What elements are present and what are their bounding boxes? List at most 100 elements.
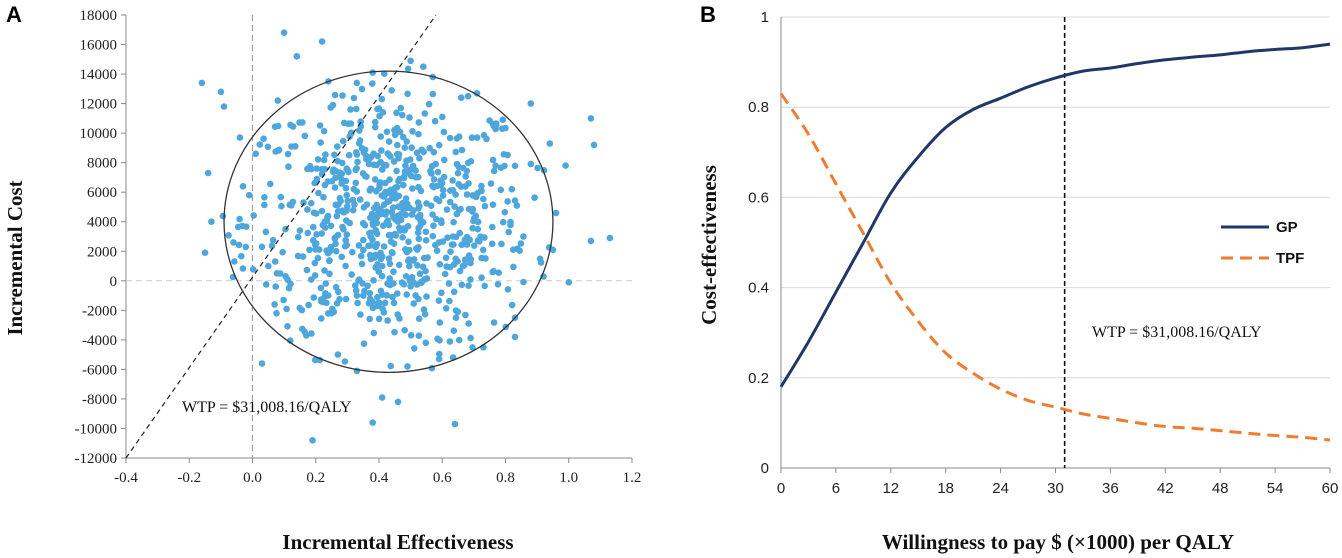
scatter-point [318,207,326,215]
panel-b-wtp-label: WTP = $31,008.16/QALY [1092,324,1262,341]
scatter-point [450,327,458,335]
scatter-point [366,251,374,259]
scatter-point [367,185,374,193]
scatter-point [498,240,505,248]
scatter-point [407,57,414,65]
scatter-point [420,306,428,313]
scatter-point [373,201,381,209]
scatter-point [372,264,380,271]
scatter-point [451,203,458,210]
x-tick-label: -0.4 [114,470,138,486]
x-tick-label: 6 [832,480,840,497]
scatter-point [265,262,272,270]
scatter-point [329,305,336,313]
scatter-point [405,257,412,265]
scatter-point [408,274,416,281]
scatter-point [590,141,598,149]
scatter-point [303,266,311,274]
y-tick-label: 4000 [87,215,117,231]
scatter-point [447,248,454,255]
scatter-point [397,210,405,218]
scatter-point [420,63,427,70]
scatter-point [384,198,391,206]
scatter-point [276,270,284,277]
scatter-point [386,176,393,183]
scatter-point [332,174,339,182]
scatter-point [315,189,322,197]
scatter-point [370,277,377,284]
scatter-point [411,345,418,352]
scatter-point [481,202,489,210]
scatter-point [385,138,393,145]
scatter-point [430,222,437,229]
scatter-point [457,94,465,101]
scatter-point [468,134,476,141]
scatter-point [414,213,422,221]
scatter-point [261,201,268,209]
scatter-point [510,263,517,271]
y-tick-label: 0 [110,274,118,290]
scatter-point [383,162,390,169]
scatter-point [358,260,366,268]
scatter-point [454,169,462,177]
scatter-point [388,87,396,94]
scatter-point [458,241,466,249]
scatter-point [406,246,413,254]
scatter-point [469,224,476,232]
scatter-point [217,88,225,96]
scatter-point [344,197,352,205]
scatter-point [340,137,347,145]
scatter-point [452,148,460,156]
scatter-point [402,204,410,212]
scatter-point [384,150,392,157]
scatter-point [399,234,406,241]
scatter-point [445,280,453,287]
scatter-point [318,38,326,45]
scatter-point [324,310,332,317]
x-tick-label: 0.4 [370,470,389,486]
scatter-point [467,158,475,165]
scatter-point [369,298,376,306]
scatter-point [334,351,342,358]
scatter-point [340,209,348,216]
scatter-point [256,141,264,148]
scatter-point [416,270,424,278]
scatter-point [430,176,438,183]
scatter-point [409,128,416,135]
scatter-point [394,290,401,297]
scatter-point [268,242,276,250]
scatter-point [396,128,404,136]
scatter-point [431,117,439,125]
panel-a-axes [125,15,632,459]
scatter-point [363,173,370,180]
x-tick-label: 0.8 [496,470,515,486]
scatter-point [546,140,554,147]
scatter-point [520,278,527,286]
panel-b-tick-labels: 1 0.8 0.6 0.4 0.2 00 6 12 18 24 30 36 42 48 54 60 [748,9,1338,497]
scatter-point [249,266,257,273]
scatter-point [305,301,312,309]
series-line-gp [779,42,1331,388]
scatter-point [587,237,595,245]
scatter-point [392,184,399,191]
panel-a-wtp-label: WTP = $31,008.16/QALY [182,399,352,416]
scatter-point [353,105,360,113]
scatter-point [334,143,341,150]
scatter-point [369,221,377,229]
scatter-point [404,65,412,73]
scatter-point [309,437,316,444]
scatter-point [258,243,266,251]
scatter-point [374,105,381,113]
scatter-point [414,173,422,181]
scatter-point [369,419,377,426]
scatter-point [436,350,443,358]
scatter-point [516,247,523,254]
scatter-point [442,254,450,262]
scatter-point [385,255,393,262]
x-tick-label: 12 [882,480,899,497]
scatter-point [364,282,371,290]
scatter-point [422,339,430,347]
panel-a-x-axis-title: Incremental Effectiveness [282,530,513,554]
scatter-point [283,305,290,313]
